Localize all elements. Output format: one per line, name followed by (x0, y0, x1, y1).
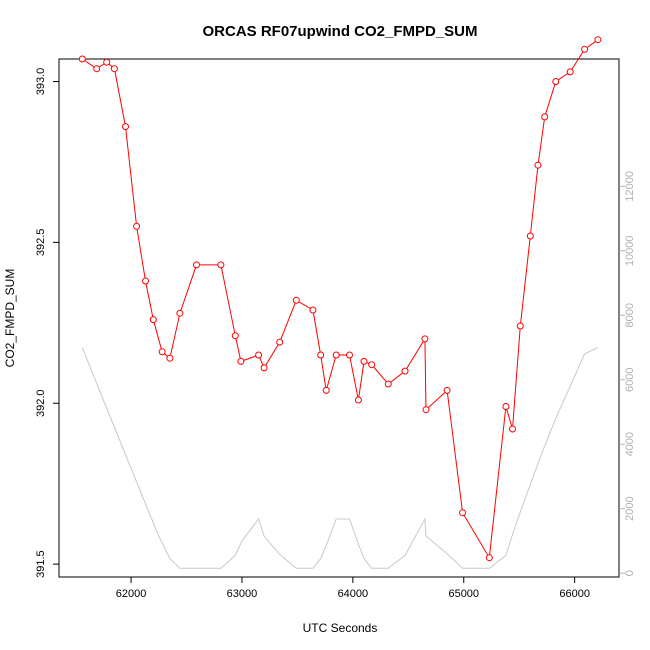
co2-point (421, 335, 429, 343)
co2-point (384, 380, 392, 388)
co2-point (231, 332, 239, 340)
co2-point (110, 65, 118, 73)
x-tick-label: 63000 (227, 588, 258, 600)
x-tick-label: 66000 (559, 588, 590, 600)
altitude-line (81, 347, 599, 569)
chart-title: ORCAS RF07upwind CO2_FMPD_SUM (202, 23, 477, 40)
co2-point (260, 364, 268, 372)
co2-point (422, 406, 430, 414)
co2-point (78, 55, 86, 63)
co2-point (368, 361, 376, 369)
co2-point (346, 351, 353, 359)
co2-point (103, 58, 111, 66)
co2-point (317, 351, 325, 359)
y2-tick-label: 0 (624, 570, 636, 576)
y-axis-label: CO2_FMPD_SUM (3, 269, 17, 368)
plot-frame (58, 58, 620, 578)
co2-point (552, 78, 560, 85)
co2-point (459, 509, 467, 517)
co2-point (534, 161, 542, 169)
co2-series (78, 36, 602, 562)
x-tick-label: 62000 (116, 588, 147, 600)
altitude-series (81, 347, 599, 569)
y2-tick-label: 12000 (624, 171, 636, 202)
co2-point (594, 36, 602, 44)
y-tick-label: 391.5 (35, 550, 47, 578)
y-tick-label: 392.5 (35, 229, 47, 257)
co2-point (581, 45, 589, 53)
co2-point (193, 261, 200, 269)
y-tick-label: 392.0 (35, 389, 47, 417)
co2-point (566, 68, 574, 76)
co2-point (158, 348, 166, 356)
co2-point (360, 357, 368, 365)
co2-point (237, 357, 245, 365)
co2-point (485, 554, 493, 562)
co2-point (332, 351, 340, 359)
x-tick-label: 64000 (338, 588, 369, 600)
co2-point (122, 123, 129, 131)
co2-point (93, 65, 101, 73)
co2-point (309, 306, 317, 314)
y2-tick-label: 6000 (624, 367, 636, 391)
co2-point (509, 425, 516, 433)
co2-point (217, 261, 225, 269)
co2-point (516, 322, 524, 330)
y2-tick-label: 10000 (624, 235, 636, 266)
co2-point (354, 396, 362, 404)
co2-point (443, 386, 451, 394)
y-tick-label: 393.0 (35, 68, 47, 96)
axes: 62000 63000 64000 65000 66000 391.5 392.0 392.5… (35, 68, 636, 600)
co2-point (541, 113, 549, 121)
co2-point (255, 351, 263, 359)
co2-point (502, 403, 510, 410)
y2-tick-label: 4000 (624, 432, 636, 456)
co2-point (292, 296, 300, 304)
y2-tick-label: 2000 (624, 496, 636, 520)
co2-point (133, 222, 141, 230)
co2-point (276, 338, 284, 346)
co2-point (401, 367, 409, 375)
x-tick-label: 65000 (448, 588, 479, 600)
y2-tick-label: 8000 (624, 303, 636, 327)
x-axis-label: UTC Seconds (303, 621, 378, 635)
co2-point (149, 316, 157, 324)
co2-point (322, 386, 330, 394)
co2-line (82, 39, 599, 560)
co2-point (142, 277, 149, 285)
co2-point (526, 232, 534, 240)
co2-point (166, 354, 174, 362)
co2-point (176, 309, 184, 317)
